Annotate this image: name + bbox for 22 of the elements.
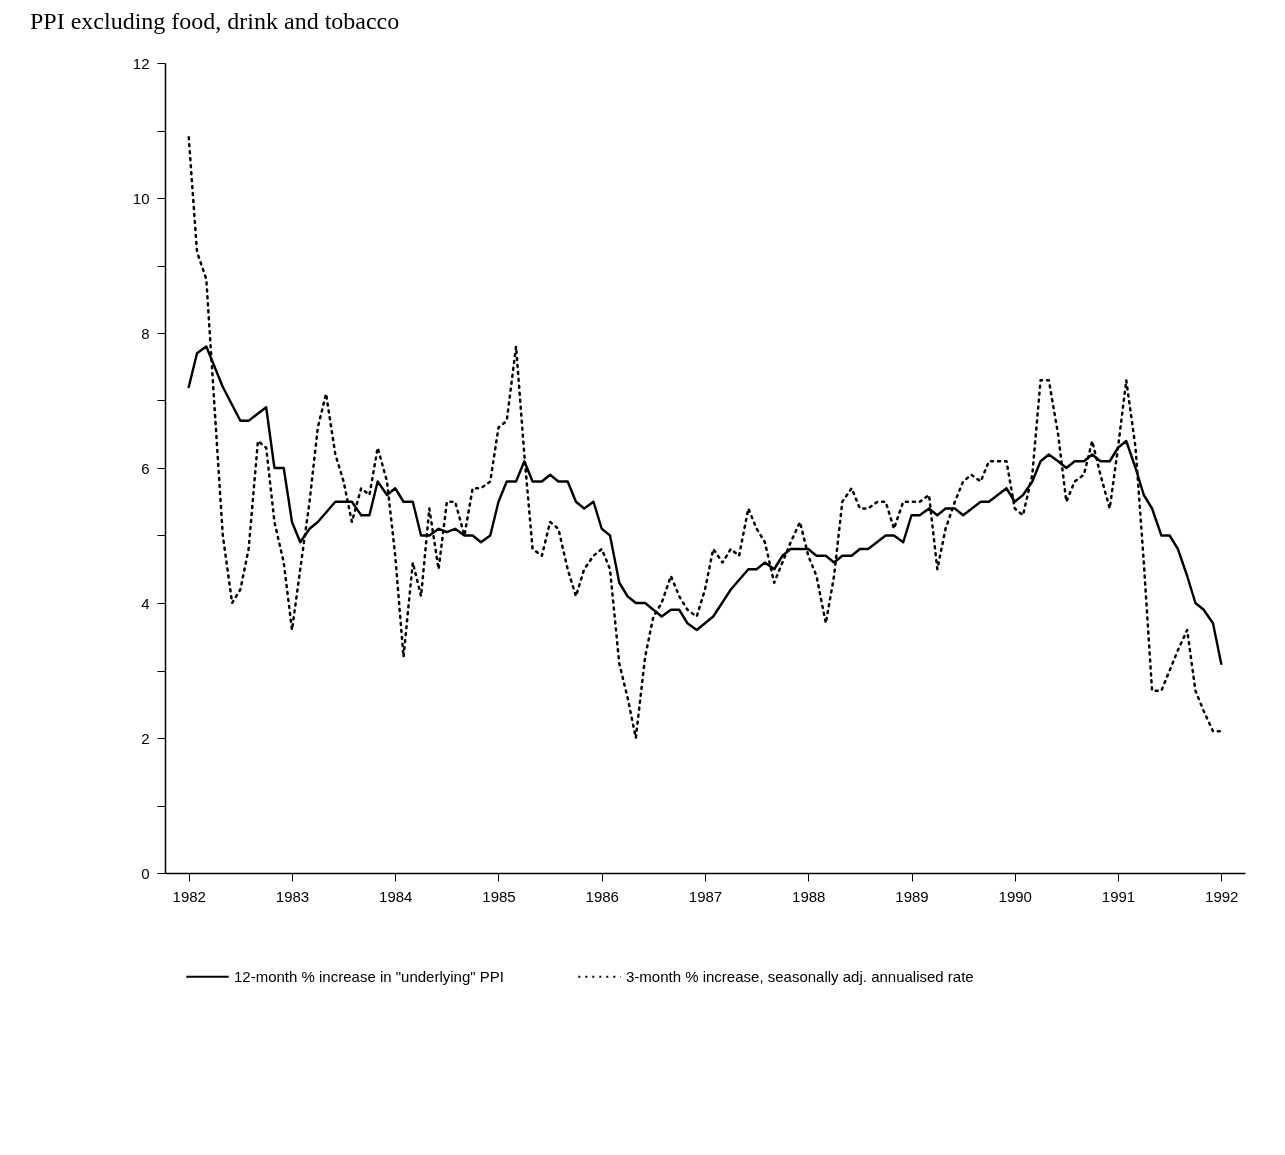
x-tick-label: 1985 [482,887,516,905]
x-tick-label: 1989 [895,887,929,905]
y-tick-label: 2 [141,729,150,747]
x-tick-label: 1984 [379,887,413,905]
chart-title: PPI excluding food, drink and tobacco [30,8,400,34]
y-tick-label: 0 [141,864,150,882]
y-tick-label: 8 [141,324,150,342]
x-tick-label: 1991 [1101,887,1136,905]
y-tick-label: 4 [141,594,150,612]
y-tick-label: 10 [132,189,150,207]
x-tick-label: 1986 [585,887,619,905]
y-tick-label: 6 [141,459,150,477]
x-tick-label: 1992 [1205,887,1239,905]
x-tick-label: 1983 [275,887,310,905]
legend-label: 3-month % increase, seasonally adj. annualised rate [626,967,974,985]
x-tick-label: 1990 [998,887,1032,905]
x-tick-label: 1987 [688,887,723,905]
y-tick-label: 12 [132,54,150,72]
x-tick-label: 1982 [172,887,206,905]
legend-label: 12-month % increase in "underlying" PPI [234,967,504,985]
line-series [187,136,1223,740]
x-tick-label: 1988 [792,887,826,905]
